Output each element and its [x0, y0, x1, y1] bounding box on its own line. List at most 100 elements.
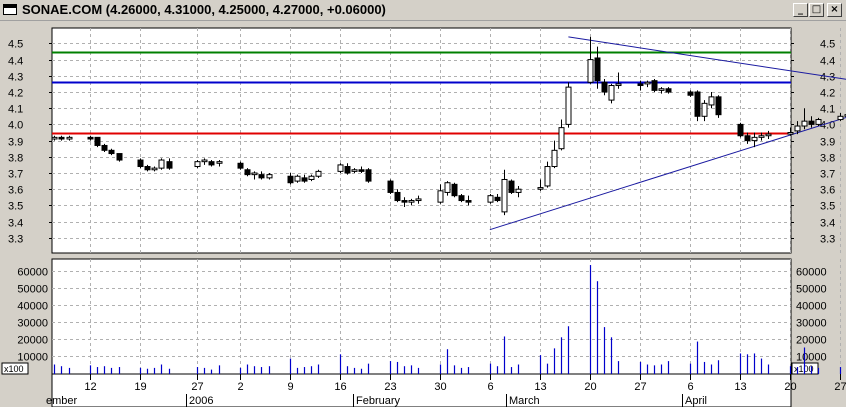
window-title: SONAE.COM (4.26000, 4.31000, 4.25000, 4.…	[22, 2, 386, 17]
day-label: 2	[237, 381, 243, 393]
candle-body	[101, 144, 108, 151]
day-label: 13	[534, 381, 546, 393]
candle-body	[465, 200, 472, 203]
price-tick-left: 4.3	[8, 72, 23, 84]
trendline	[489, 116, 846, 231]
price-tick-right: 4.1	[820, 104, 835, 116]
candle-body	[515, 188, 522, 193]
volume-tick-left: 30000	[17, 318, 48, 330]
candle-body	[458, 195, 465, 202]
candle-body	[651, 80, 658, 91]
candle-body	[501, 178, 508, 213]
day-label: 6	[687, 381, 693, 393]
candle-body	[244, 169, 251, 176]
candle-body	[737, 123, 744, 137]
candle-body	[94, 136, 101, 146]
month-label: February	[356, 395, 401, 407]
candle-body	[158, 159, 165, 169]
title-bar[interactable]: SONAE.COM (4.26000, 4.31000, 4.25000, 4.…	[0, 0, 846, 21]
price-panel	[51, 27, 792, 254]
volume-panel	[51, 258, 792, 375]
candle-body	[751, 136, 758, 142]
volume-unit-left-box	[1, 362, 29, 375]
price-tick-left: 3.4	[8, 218, 23, 230]
candle-body	[694, 91, 701, 117]
close-button[interactable]: ×	[827, 3, 842, 17]
volume-tick-left: 10000	[17, 352, 48, 364]
candle-body	[201, 159, 208, 163]
candle-body	[358, 169, 365, 172]
price-tick-right: 4.5	[820, 39, 835, 51]
price-tick-left: 3.6	[8, 185, 23, 197]
restore-button[interactable]: □	[809, 3, 824, 17]
candle-body	[744, 135, 751, 142]
price-tick-left: 4.0	[8, 120, 23, 132]
candle-body	[87, 136, 94, 140]
price-tick-right: 3.8	[820, 153, 835, 165]
month-label: March	[509, 395, 540, 407]
volume-tick-left: 50000	[17, 284, 48, 296]
day-label: 13	[734, 381, 746, 393]
price-tick-right: 3.3	[820, 234, 835, 246]
candle-body	[508, 180, 515, 193]
price-tick-left: 3.5	[8, 201, 23, 213]
day-label: 20	[584, 381, 596, 393]
candle-body	[537, 187, 544, 190]
candle-body	[608, 85, 615, 101]
candle-body	[494, 196, 501, 202]
day-label: 27	[834, 381, 846, 393]
candle-body	[658, 88, 665, 91]
candle-body	[51, 136, 58, 140]
candle-body	[644, 81, 651, 85]
price-tick-right: 4.2	[820, 88, 835, 100]
day-label: 12	[84, 381, 96, 393]
candle-body	[294, 175, 301, 182]
candle-body	[301, 177, 308, 182]
candle-body	[251, 172, 258, 176]
volume-tick-left: 20000	[17, 335, 48, 347]
price-tick-right: 3.4	[820, 218, 835, 230]
trendline	[568, 36, 846, 80]
price-tick-left: 3.7	[8, 169, 23, 181]
price-tick-right: 4.3	[820, 72, 835, 84]
volume-tick-right: 10000	[796, 352, 827, 364]
window-icon[interactable]	[3, 4, 17, 15]
candle-body	[765, 133, 772, 137]
candle-body	[558, 127, 565, 150]
candle-body	[794, 125, 801, 132]
candle-body	[787, 132, 794, 135]
candle-body	[708, 96, 715, 106]
candle-body	[801, 120, 808, 127]
candle-body	[415, 198, 422, 202]
month-label: ember	[46, 395, 78, 407]
candle-body	[308, 175, 315, 180]
candle-body	[444, 182, 451, 193]
candle-body	[837, 115, 844, 121]
day-label: 30	[434, 381, 446, 393]
candle-body	[387, 180, 394, 193]
volume-tick-right: 60000	[796, 267, 827, 279]
volume-tick-right: 40000	[796, 301, 827, 313]
price-tick-right: 3.5	[820, 201, 835, 213]
candle-body	[544, 166, 551, 187]
price-tick-left: 3.9	[8, 137, 23, 149]
day-label: 27	[634, 381, 646, 393]
candle-body	[194, 161, 201, 168]
volume-tick-right: 50000	[796, 284, 827, 296]
candle-body	[437, 190, 444, 203]
price-tick-right: 3.6	[820, 185, 835, 197]
minimize-button[interactable]: _	[793, 3, 808, 17]
price-tick-right: 3.9	[820, 137, 835, 149]
candle-body	[151, 167, 158, 171]
candle-body	[565, 86, 572, 125]
day-label: 6	[487, 381, 493, 393]
candle-body	[758, 135, 765, 138]
volume-unit-left: x100	[4, 364, 24, 374]
month-label: April	[685, 395, 707, 407]
candle-body	[166, 161, 173, 169]
candle-body	[487, 195, 494, 203]
candle-body	[237, 162, 244, 169]
price-tick-left: 4.4	[8, 56, 23, 68]
price-tick-left: 3.8	[8, 153, 23, 165]
